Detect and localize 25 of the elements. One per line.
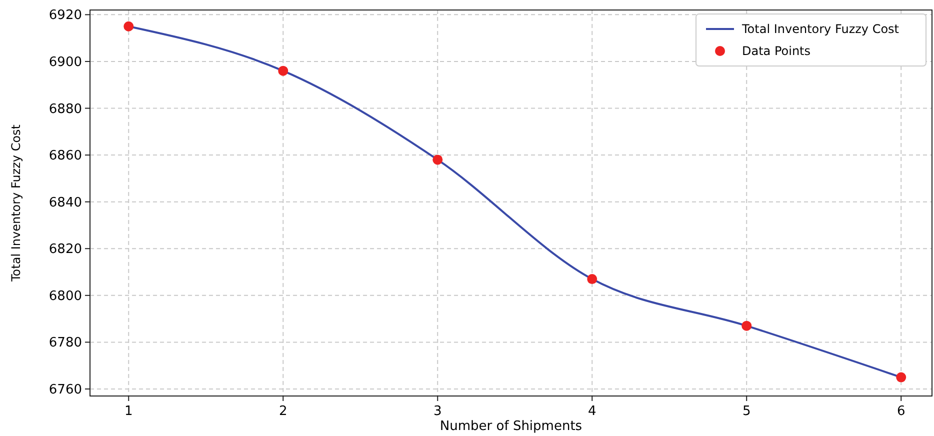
y-tick-label: 6800 <box>48 288 82 304</box>
point <box>742 320 752 331</box>
y-tick-label: 6900 <box>48 55 82 70</box>
legend-label: Data Points <box>742 44 811 58</box>
x-axis-title: Number of Shipments <box>440 419 582 434</box>
x-tick-label: 4 <box>588 404 596 419</box>
y-axis-title: Total Inventory Fuzzy Cost <box>9 124 23 283</box>
y-tick-label: 6780 <box>48 336 82 351</box>
y-tick-label: 6760 <box>48 382 82 398</box>
x-tick-label: 3 <box>433 404 442 419</box>
x-tick-label: 6 <box>896 404 906 419</box>
y-tick-label: 6880 <box>48 102 82 117</box>
point <box>432 154 443 165</box>
y-tick-label: 6920 <box>48 8 82 24</box>
point <box>587 274 598 284</box>
point <box>896 372 906 382</box>
x-tick-label: 1 <box>124 404 133 419</box>
y-tick-label: 6820 <box>48 242 82 258</box>
point <box>124 21 134 32</box>
y-tick-label: 6840 <box>48 195 82 210</box>
y-tick-label: 6860 <box>48 148 82 164</box>
x-tick-label: 5 <box>742 404 751 419</box>
legend-label: Total Inventory Fuzzy Cost <box>741 22 900 36</box>
point <box>278 66 288 76</box>
x-tick-label: 2 <box>278 404 288 419</box>
